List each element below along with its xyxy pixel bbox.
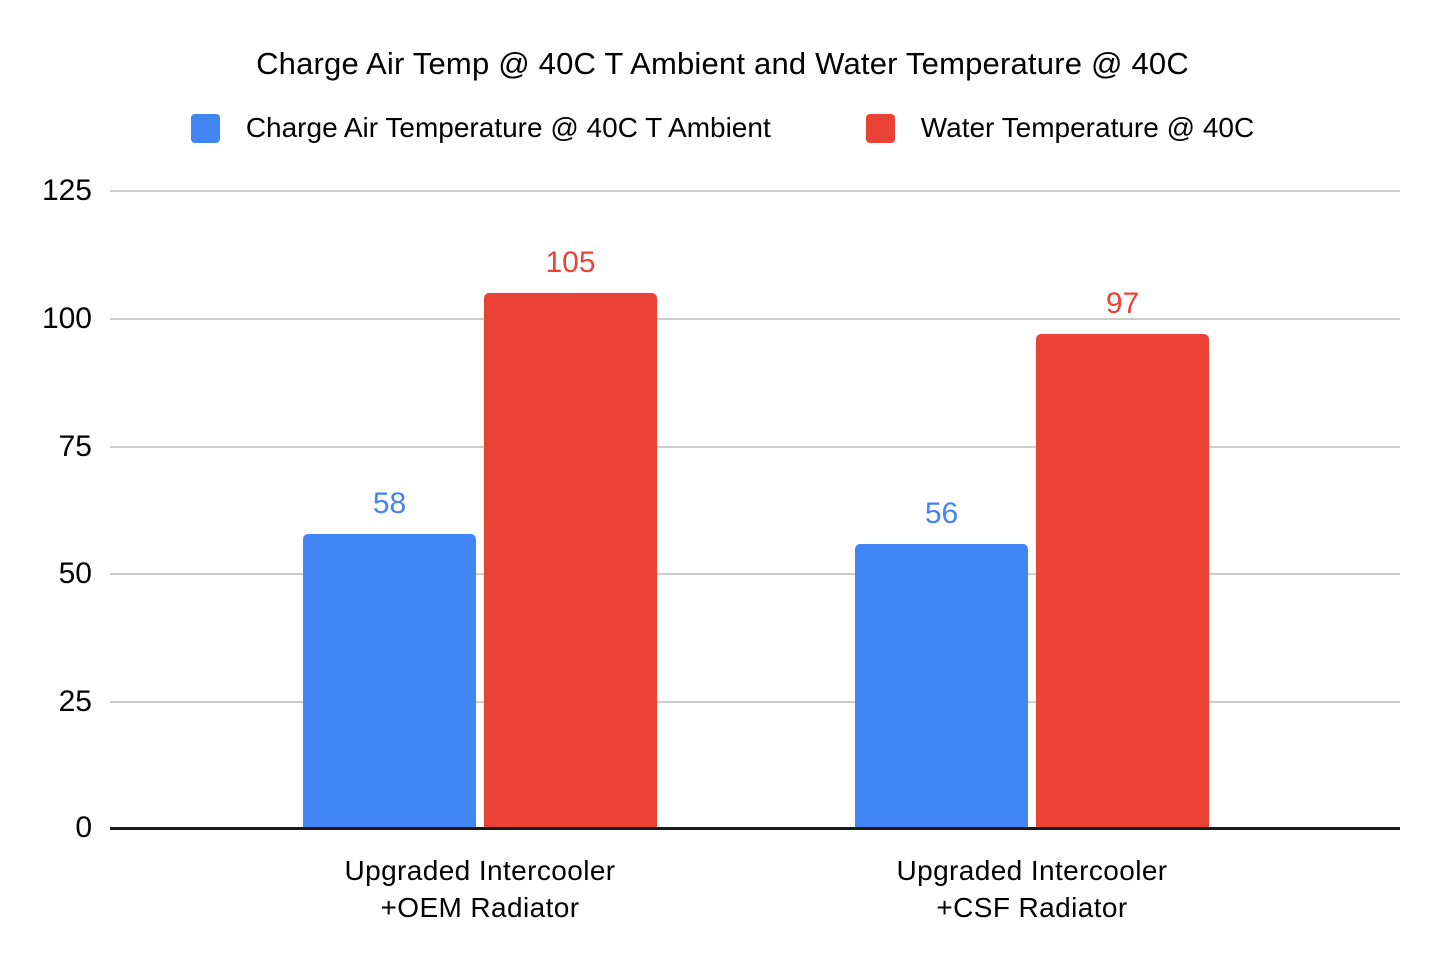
plot-area: 58 105 56 97 (110, 190, 1400, 830)
x-axis-labels: Upgraded Intercooler +OEM Radiator Upgrad… (110, 852, 1400, 952)
bar-group: 56 97 (855, 289, 1209, 830)
y-tick-label: 50 (58, 557, 92, 591)
bar (303, 534, 476, 830)
y-tick-label: 0 (75, 811, 92, 844)
bar-value-label: 56 (924, 497, 959, 530)
x-axis-line (110, 827, 1400, 830)
bar-column: 58 (303, 489, 476, 830)
gridline (110, 573, 1400, 576)
y-tick-label: 100 (41, 301, 92, 335)
legend-swatch-blue-icon (190, 113, 220, 143)
legend-item-charge-air: Charge Air Temperature @ 40C T Ambient (190, 112, 771, 144)
chart-title: Charge Air Temp @ 40C T Ambient and Wate… (256, 46, 1189, 81)
legend-item-water-temp: Water Temperature @ 40C (865, 112, 1255, 144)
bar-value-label: 58 (372, 487, 407, 520)
bar-column: 105 (484, 248, 657, 830)
bar (1036, 334, 1209, 830)
y-axis: 0 25 50 75 100 125 (0, 174, 98, 844)
chart-legend: Charge Air Temperature @ 40C T Ambient W… (0, 112, 1445, 144)
y-tick-label: 125 (41, 174, 92, 207)
gridline (110, 701, 1400, 704)
legend-label: Water Temperature @ 40C (920, 112, 1255, 143)
gridline (110, 190, 1400, 192)
legend-swatch-red-icon (865, 113, 895, 143)
legend-label: Charge Air Temperature @ 40C T Ambient (245, 112, 771, 143)
bar-value-label: 105 (545, 246, 596, 279)
bar (484, 293, 657, 830)
y-tick-label: 25 (58, 685, 92, 719)
bar-group: 58 105 (303, 248, 657, 830)
x-category-label: Upgraded Intercooler +OEM Radiator (344, 855, 616, 923)
gridline (110, 317, 1400, 320)
y-tick-label: 75 (58, 429, 92, 463)
bar-column: 97 (1036, 289, 1209, 830)
bar (855, 544, 1028, 830)
x-category-label: Upgraded Intercooler +CSF Radiator (896, 855, 1168, 923)
bar-value-label: 97 (1105, 287, 1140, 320)
gridline (110, 445, 1400, 448)
bar-column: 56 (855, 499, 1028, 830)
